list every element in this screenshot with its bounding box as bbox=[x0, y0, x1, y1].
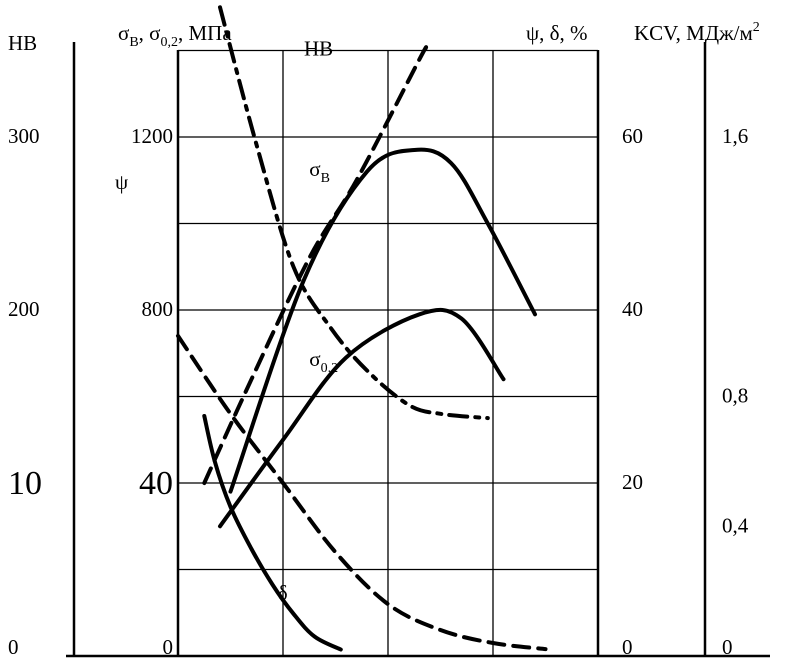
series-label: HB bbox=[304, 37, 333, 61]
hb-tick-label: 10 bbox=[8, 465, 42, 502]
sigma-tick-label: 40 bbox=[139, 465, 173, 502]
series-label: σВ bbox=[309, 157, 330, 186]
series-line-5 bbox=[202, 414, 343, 652]
series-line-0 bbox=[202, 45, 429, 485]
kcv-tick-label: 0,4 bbox=[722, 513, 749, 537]
psi-delta-axis-title: ψ, δ, % bbox=[526, 21, 588, 45]
sigma-tick-label: 800 bbox=[142, 297, 174, 321]
series-line-3 bbox=[218, 5, 490, 421]
hb-tick-label: 0 bbox=[8, 635, 19, 658]
series-label: σ0.2 bbox=[309, 347, 338, 376]
kcv-axis-title: KCV, МДж/м2 bbox=[634, 20, 760, 45]
series-label: ψ bbox=[115, 170, 128, 194]
sigma-tick-label: 0 bbox=[163, 635, 174, 658]
psi_delta-tick-label: 0 bbox=[622, 635, 633, 658]
kcv-tick-label: 1,6 bbox=[722, 124, 748, 148]
psi_delta-tick-label: 40 bbox=[622, 297, 643, 321]
series-line-1 bbox=[228, 147, 537, 494]
psi_delta-tick-label: 60 bbox=[622, 124, 643, 148]
kcv-tick-label: 0 bbox=[722, 635, 733, 658]
series-label: δ bbox=[278, 581, 288, 605]
hb-tick-label: 200 bbox=[8, 297, 40, 321]
sigma-tick-label: 1200 bbox=[131, 124, 173, 148]
series-line-4 bbox=[176, 333, 548, 652]
series-curves bbox=[176, 5, 548, 652]
kcv-tick-label: 0,8 bbox=[722, 384, 748, 408]
hb-tick-label: 300 bbox=[8, 124, 40, 148]
chart-frame bbox=[66, 42, 770, 658]
series-line-2 bbox=[218, 307, 506, 529]
tick-labels: 0 10 200 300 0 40 800 1200 0 20 40 60 0 0,4 0,8 1,6 bbox=[8, 124, 749, 658]
grid-lines bbox=[178, 49, 598, 656]
sigma-axis-title: σВ, σ0,2, МПа bbox=[118, 21, 232, 50]
psi_delta-tick-label: 20 bbox=[622, 470, 643, 494]
hb-axis-title: HB bbox=[8, 31, 37, 55]
